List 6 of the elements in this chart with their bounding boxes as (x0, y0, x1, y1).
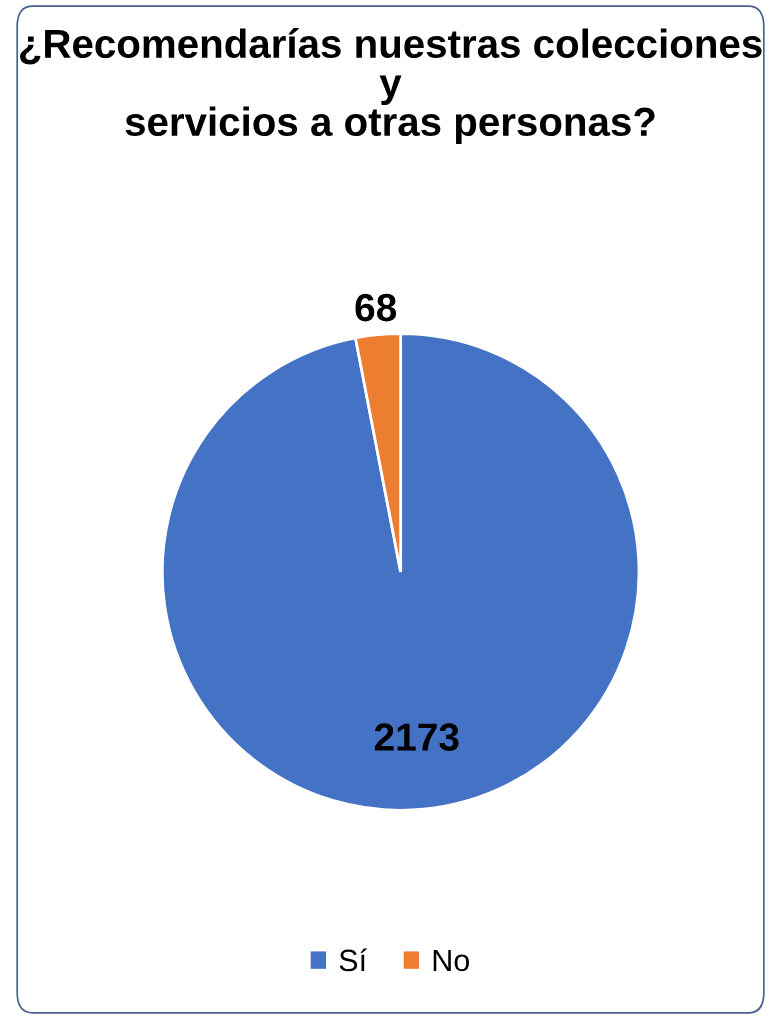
chart-title: ¿Recomendarías nuestras colecciones y servicios a otras personas? (20, 28, 762, 145)
legend-label: Sí (339, 948, 367, 972)
data-label: 68 (355, 293, 397, 322)
pie-slice (160, 332, 641, 812)
data-label: 2173 (374, 723, 459, 751)
legend-label: No (433, 949, 470, 972)
